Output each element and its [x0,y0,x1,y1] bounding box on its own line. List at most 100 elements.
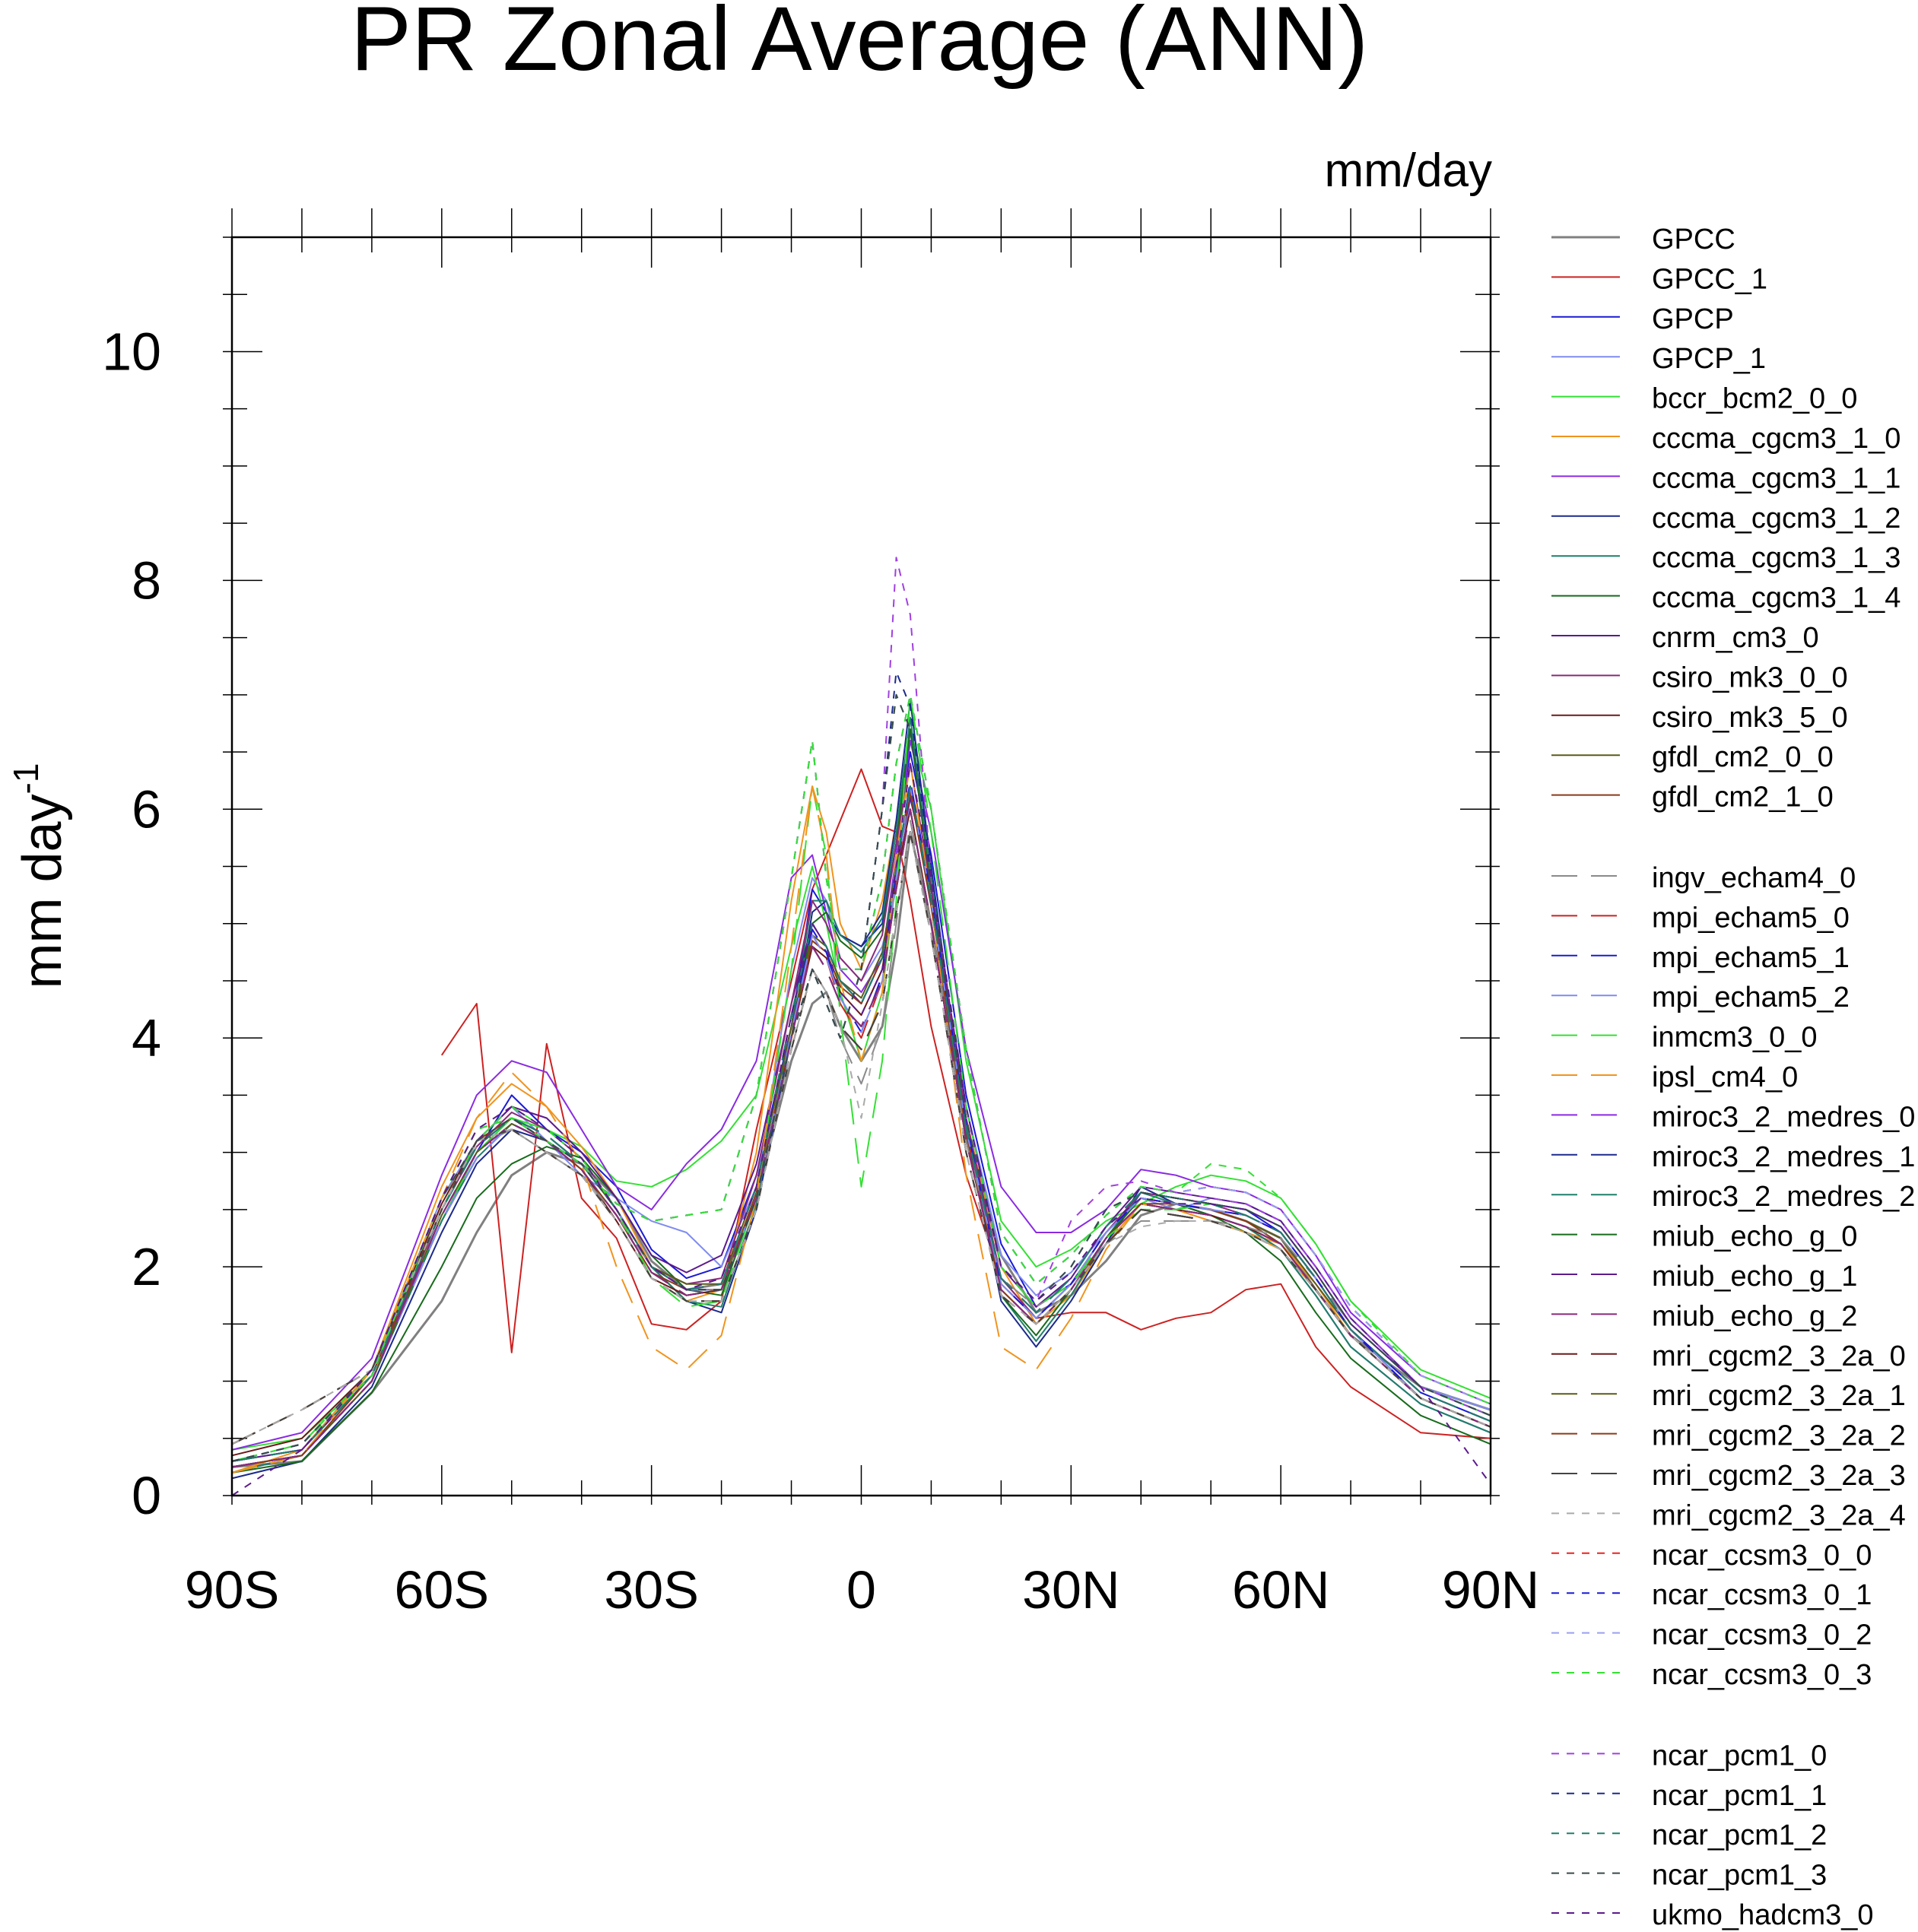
series-line-mri_cgcm2_3_2a_3 [231,831,1491,1445]
series-line-miroc3_2_medres_0 [231,785,1491,1462]
legend-label-mri_cgcm2_3_2a_2: mri_cgcm2_3_2a_2 [1652,1420,1906,1452]
series-line-csiro_mk3_5_0 [231,808,1491,1457]
series-line-ncar_ccsm3_0_3 [231,693,1491,1462]
series-line-gfdl_cm2_0_0 [231,785,1491,1468]
legend-label-cccma_cgcm3_1_0: cccma_cgcm3_1_0 [1652,423,1901,455]
x-tick-label: 90N [1442,1560,1539,1620]
legend-label-mpi_echam5_0: mpi_echam5_0 [1652,902,1850,934]
plot-frame [230,236,1492,1497]
legend-label-cccma_cgcm3_1_1: cccma_cgcm3_1_1 [1652,462,1901,494]
y-tick-label: 4 [132,1008,161,1068]
y-axis-title-exponent: -1 [6,763,46,795]
legend-label-ncar_pcm1_1: ncar_pcm1_1 [1652,1780,1827,1812]
x-tick-label: 60S [395,1560,490,1620]
legend-label-gfdl_cm2_0_0: gfdl_cm2_0_0 [1652,741,1834,773]
legend-label-csiro_mk3_5_0: csiro_mk3_5_0 [1652,702,1848,734]
series-line-ncar_pcm1_1 [231,671,1491,1462]
chart-title: PR Zonal Average (ANN) [351,0,1368,90]
legend-label-miroc3_2_medres_0: miroc3_2_medres_0 [1652,1101,1915,1133]
legend-label-bccr_bcm2_0_0: bccr_bcm2_0_0 [1652,383,1857,415]
series-line-cccma_cgcm3_1_0 [231,785,1491,1474]
legend-label-miub_echo_g_1: miub_echo_g_1 [1652,1261,1857,1293]
legend-label-miroc3_2_medres_1: miroc3_2_medres_1 [1652,1141,1915,1173]
legend-label-ncar_ccsm3_0_0: ncar_ccsm3_0_0 [1652,1540,1872,1572]
legend-label-mri_cgcm2_3_2a_3: mri_cgcm2_3_2a_3 [1652,1460,1906,1492]
y-tick-label: 2 [132,1237,161,1296]
legend-label-ipsl_cm4_0: ipsl_cm4_0 [1652,1061,1798,1093]
series-lines [231,557,1491,1496]
legend-label-ingv_echam4_0: ingv_echam4_0 [1652,862,1856,894]
series-line-mpi_echam5_2 [231,785,1491,1468]
legend-label-cccma_cgcm3_1_4: cccma_cgcm3_1_4 [1652,582,1901,614]
legend-label-ncar_ccsm3_0_3: ncar_ccsm3_0_3 [1652,1659,1872,1691]
legend-label-ukmo_hadcm3_0: ukmo_hadcm3_0 [1652,1899,1874,1931]
series-line-gfdl_cm2_1_0 [231,791,1491,1468]
series-line-mri_cgcm2_3_2a_2 [231,831,1491,1445]
legend-label-ncar_ccsm3_0_1: ncar_ccsm3_0_1 [1652,1579,1872,1611]
series-line-GPCP [231,751,1491,1474]
legend-label-miub_echo_g_0: miub_echo_g_0 [1652,1221,1857,1253]
series-line-GPCP_1 [231,797,1491,1462]
y-axis-title-main: mm day [12,794,73,988]
legend-label-cccma_cgcm3_1_3: cccma_cgcm3_1_3 [1652,542,1901,574]
x-tick-label: 0 [846,1560,876,1620]
y-tick-label: 0 [132,1466,161,1525]
legend-label-csiro_mk3_0_0: csiro_mk3_0_0 [1652,661,1848,693]
series-line-miroc3_2_medres_1 [231,785,1491,1462]
legend-label-miroc3_2_medres_2: miroc3_2_medres_2 [1652,1181,1915,1213]
series-line-ncar_pcm1_2 [231,693,1491,1462]
y-tick-label: 10 [102,322,161,381]
y-tick-label: 8 [132,550,161,610]
x-tick-label: 30S [604,1560,699,1620]
series-line-mri_cgcm2_3_2a_4 [231,831,1491,1445]
series-line-ukmo_hadcm3_0 [231,763,1491,1496]
legend-label-ncar_pcm1_2: ncar_pcm1_2 [1652,1819,1827,1851]
series-line-cccma_cgcm3_1_4 [231,728,1491,1474]
legend-label-GPCP_1: GPCP_1 [1652,343,1766,375]
x-tick-label: 60N [1232,1560,1329,1620]
series-line-mpi_echam5_0 [231,785,1491,1468]
legend-label-ncar_ccsm3_0_2: ncar_ccsm3_0_2 [1652,1620,1872,1651]
series-line-cccma_cgcm3_1_2 [231,700,1491,1480]
series-line-mri_cgcm2_3_2a_1 [231,831,1491,1445]
legend-label-miub_echo_g_2: miub_echo_g_2 [1652,1300,1857,1332]
series-line-ncar_ccsm3_0_2 [231,693,1491,1462]
series-line-ncar_pcm1_3 [231,693,1491,1462]
series-line-cccma_cgcm3_1_1 [231,740,1491,1451]
legend-label-mri_cgcm2_3_2a_1: mri_cgcm2_3_2a_1 [1652,1380,1906,1412]
legend-label-mri_cgcm2_3_2a_4: mri_cgcm2_3_2a_4 [1652,1499,1906,1531]
legend-label-GPCC: GPCC [1652,224,1735,255]
svg-text:mm day-1: mm day-1 [6,763,73,989]
legend: GPCC GPCC_1 GPCP GPCP_1 bccr_bcm2_0_0 cccma_c… [1551,224,1915,1931]
legend-label-cccma_cgcm3_1_2: cccma_cgcm3_1_2 [1652,503,1901,535]
legend-label-mpi_echam5_2: mpi_echam5_2 [1652,982,1850,1014]
y-tick-label: 6 [132,779,161,839]
x-tick-labels: 90S 60S 30S 0 30N 60N 90N [185,1560,1539,1620]
axes-ticks [223,208,1500,1505]
series-line-ingv_echam4_0 [231,820,1491,1462]
legend-label-ncar_pcm1_3: ncar_pcm1_3 [1652,1860,1827,1892]
legend-label-cnrm_cm3_0: cnrm_cm3_0 [1652,622,1819,654]
series-line-ncar_ccsm3_0_0 [231,693,1491,1462]
series-line-ncar_ccsm3_0_1 [231,693,1491,1462]
x-tick-label: 30N [1022,1560,1119,1620]
y-axis-title: mm day-1 [6,763,73,989]
legend-label-inmcm3_0_0: inmcm3_0_0 [1652,1022,1818,1054]
series-line-mri_cgcm2_3_2a_0 [231,831,1491,1445]
series-line-cnrm_cm3_0 [231,797,1491,1462]
series-line-bccr_bcm2_0_0 [231,728,1491,1451]
series-line-miroc3_2_medres_2 [231,785,1491,1462]
series-line-GPCC [231,830,1491,1468]
legend-label-ncar_pcm1_0: ncar_pcm1_0 [1652,1740,1827,1772]
series-line-inmcm3_0_0 [231,693,1491,1462]
legend-label-GPCP: GPCP [1652,303,1734,335]
legend-label-mpi_echam5_1: mpi_echam5_1 [1652,942,1850,974]
units-label: mm/day [1325,144,1492,197]
series-line-cccma_cgcm3_1_3 [231,716,1491,1474]
legend-label-GPCC_1: GPCC_1 [1652,263,1767,295]
legend-label-mri_cgcm2_3_2a_0: mri_cgcm2_3_2a_0 [1652,1340,1906,1372]
series-line-miub_echo_g_0 [231,808,1491,1468]
x-tick-label: 90S [185,1560,280,1620]
series-line-ncar_pcm1_0 [231,557,1491,1462]
